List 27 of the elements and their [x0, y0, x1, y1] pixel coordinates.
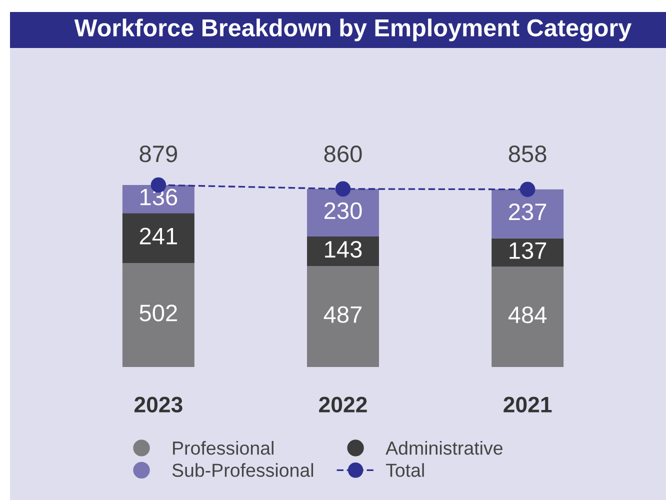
legend-label: Sub-Professional — [172, 463, 314, 477]
data-label: 502 — [140, 304, 177, 322]
total-label: 860 — [324, 146, 362, 162]
x-tick-label: 2021 — [504, 396, 552, 412]
bar — [307, 188, 379, 237]
bar — [307, 236, 379, 266]
bar — [492, 189, 564, 238]
legend-label: Administrative — [386, 440, 502, 455]
x-tick-label: 2023 — [134, 396, 182, 413]
bar — [122, 213, 194, 264]
total-label: 858 — [508, 146, 546, 162]
data-label: 137 — [510, 242, 546, 259]
bar — [122, 263, 194, 367]
legend-label: Professional — [173, 440, 274, 455]
data-label: 484 — [508, 306, 547, 324]
legend-label: Total — [386, 463, 424, 477]
bar — [492, 266, 564, 367]
total-label: 879 — [140, 146, 178, 162]
data-label: 230 — [324, 202, 362, 220]
x-tick-label: 2022 — [319, 396, 367, 412]
data-label: 241 — [140, 228, 177, 244]
data-label: 237 — [509, 204, 546, 220]
data-label: 487 — [324, 306, 362, 323]
bar — [492, 238, 564, 267]
data-label: 143 — [325, 240, 362, 258]
text: Workforce Breakdown by Employment Category — [74, 18, 632, 42]
bar — [307, 266, 379, 367]
